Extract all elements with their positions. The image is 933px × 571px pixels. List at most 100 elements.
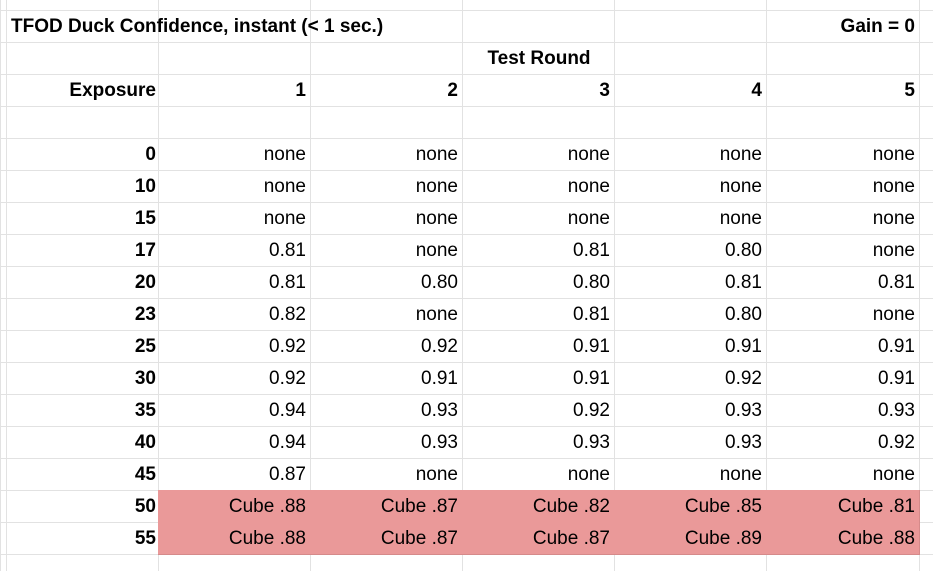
value-cell[interactable]: 0.91 bbox=[878, 336, 915, 357]
value-cell[interactable]: none bbox=[872, 464, 915, 485]
value-cell[interactable]: none bbox=[415, 464, 458, 485]
value-cell[interactable]: none bbox=[263, 144, 306, 165]
value-cell[interactable]: none bbox=[567, 176, 610, 197]
round-header-2[interactable]: 2 bbox=[447, 80, 458, 101]
value-cell[interactable]: none bbox=[719, 144, 762, 165]
row-gridline bbox=[0, 74, 933, 75]
value-cell[interactable]: 0.81 bbox=[878, 272, 915, 293]
value-cell[interactable]: 0.81 bbox=[269, 240, 306, 261]
value-cell[interactable]: none bbox=[415, 144, 458, 165]
exposure-cell[interactable]: 35 bbox=[134, 400, 156, 421]
value-cell[interactable]: none bbox=[872, 144, 915, 165]
value-cell[interactable]: 0.81 bbox=[725, 272, 762, 293]
value-cell[interactable]: Cube .88 bbox=[228, 496, 306, 517]
value-cell[interactable]: 0.91 bbox=[573, 368, 610, 389]
column-gridline bbox=[766, 0, 767, 571]
gain-label[interactable]: Gain = 0 bbox=[840, 16, 915, 37]
value-cell[interactable]: 0.91 bbox=[878, 368, 915, 389]
row-gridline bbox=[0, 10, 933, 11]
column-gridline bbox=[462, 0, 463, 571]
value-cell[interactable]: Cube .81 bbox=[837, 496, 915, 517]
value-cell[interactable]: 0.80 bbox=[725, 240, 762, 261]
value-cell[interactable]: 0.87 bbox=[269, 464, 306, 485]
value-cell[interactable]: 0.93 bbox=[573, 432, 610, 453]
value-cell[interactable]: 0.93 bbox=[878, 400, 915, 421]
value-cell[interactable]: Cube .85 bbox=[684, 496, 762, 517]
exposure-cell[interactable]: 0 bbox=[145, 144, 156, 165]
value-cell[interactable]: 0.93 bbox=[421, 432, 458, 453]
highlight-fill bbox=[158, 490, 311, 523]
value-cell[interactable]: Cube .87 bbox=[380, 528, 458, 549]
value-cell[interactable]: none bbox=[872, 208, 915, 229]
highlight-fill bbox=[462, 522, 615, 555]
value-cell[interactable]: Cube .87 bbox=[380, 496, 458, 517]
value-cell[interactable]: none bbox=[719, 208, 762, 229]
value-cell[interactable]: none bbox=[567, 208, 610, 229]
exposure-cell[interactable]: 50 bbox=[134, 496, 156, 517]
row-gridline bbox=[0, 426, 933, 427]
exposure-cell[interactable]: 30 bbox=[134, 368, 156, 389]
value-cell[interactable]: Cube .82 bbox=[532, 496, 610, 517]
value-cell[interactable]: none bbox=[719, 464, 762, 485]
value-cell[interactable]: none bbox=[263, 176, 306, 197]
value-cell[interactable]: 0.94 bbox=[269, 400, 306, 421]
row-gridline bbox=[0, 170, 933, 171]
exposure-cell[interactable]: 55 bbox=[134, 528, 156, 549]
exposure-cell[interactable]: 15 bbox=[134, 208, 156, 229]
value-cell[interactable]: none bbox=[415, 240, 458, 261]
value-cell[interactable]: 0.92 bbox=[269, 368, 306, 389]
value-cell[interactable]: Cube .88 bbox=[837, 528, 915, 549]
value-cell[interactable]: 0.81 bbox=[573, 304, 610, 325]
round-header-4[interactable]: 4 bbox=[751, 80, 762, 101]
value-cell[interactable]: 0.92 bbox=[421, 336, 458, 357]
exposure-cell[interactable]: 40 bbox=[134, 432, 156, 453]
value-cell[interactable]: none bbox=[415, 176, 458, 197]
round-header-1[interactable]: 1 bbox=[295, 80, 306, 101]
value-cell[interactable]: 0.92 bbox=[269, 336, 306, 357]
value-cell[interactable]: 0.92 bbox=[725, 368, 762, 389]
value-cell[interactable]: 0.80 bbox=[421, 272, 458, 293]
row-gridline bbox=[0, 394, 933, 395]
value-cell[interactable]: 0.91 bbox=[421, 368, 458, 389]
value-cell[interactable]: Cube .89 bbox=[684, 528, 762, 549]
value-cell[interactable]: none bbox=[415, 304, 458, 325]
value-cell[interactable]: 0.81 bbox=[573, 240, 610, 261]
value-cell[interactable]: none bbox=[263, 208, 306, 229]
value-cell[interactable]: 0.92 bbox=[878, 432, 915, 453]
exposure-cell[interactable]: 45 bbox=[134, 464, 156, 485]
value-cell[interactable]: 0.81 bbox=[269, 272, 306, 293]
value-cell[interactable]: none bbox=[872, 304, 915, 325]
sheet-title[interactable]: TFOD Duck Confidence, instant (< 1 sec.) bbox=[11, 16, 384, 37]
round-header-3[interactable]: 3 bbox=[599, 80, 610, 101]
exposure-cell[interactable]: 23 bbox=[134, 304, 156, 325]
row-gridline bbox=[0, 106, 933, 107]
value-cell[interactable]: 0.93 bbox=[421, 400, 458, 421]
value-cell[interactable]: 0.91 bbox=[573, 336, 610, 357]
exposure-cell[interactable]: 25 bbox=[134, 336, 156, 357]
exposure-cell[interactable]: 10 bbox=[134, 176, 156, 197]
highlight-fill bbox=[766, 522, 920, 555]
value-cell[interactable]: Cube .88 bbox=[228, 528, 306, 549]
value-cell[interactable]: none bbox=[567, 464, 610, 485]
round-header-5[interactable]: 5 bbox=[904, 80, 915, 101]
value-cell[interactable]: 0.80 bbox=[573, 272, 610, 293]
value-cell[interactable]: none bbox=[415, 208, 458, 229]
value-cell[interactable]: none bbox=[872, 240, 915, 261]
value-cell[interactable]: 0.82 bbox=[269, 304, 306, 325]
exposure-cell[interactable]: 17 bbox=[134, 240, 156, 261]
value-cell[interactable]: 0.92 bbox=[573, 400, 610, 421]
exposure-cell[interactable]: 20 bbox=[134, 272, 156, 293]
value-cell[interactable]: 0.93 bbox=[725, 432, 762, 453]
column-gridline bbox=[614, 0, 615, 571]
value-cell[interactable]: Cube .87 bbox=[532, 528, 610, 549]
value-cell[interactable]: none bbox=[872, 176, 915, 197]
value-cell[interactable]: 0.80 bbox=[725, 304, 762, 325]
value-cell[interactable]: none bbox=[719, 176, 762, 197]
value-cell[interactable]: none bbox=[567, 144, 610, 165]
row-gridline bbox=[0, 458, 933, 459]
value-cell[interactable]: 0.94 bbox=[269, 432, 306, 453]
value-cell[interactable]: 0.93 bbox=[725, 400, 762, 421]
exposure-header[interactable]: Exposure bbox=[69, 80, 156, 101]
test-round-header[interactable]: Test Round bbox=[487, 48, 591, 69]
value-cell[interactable]: 0.91 bbox=[725, 336, 762, 357]
